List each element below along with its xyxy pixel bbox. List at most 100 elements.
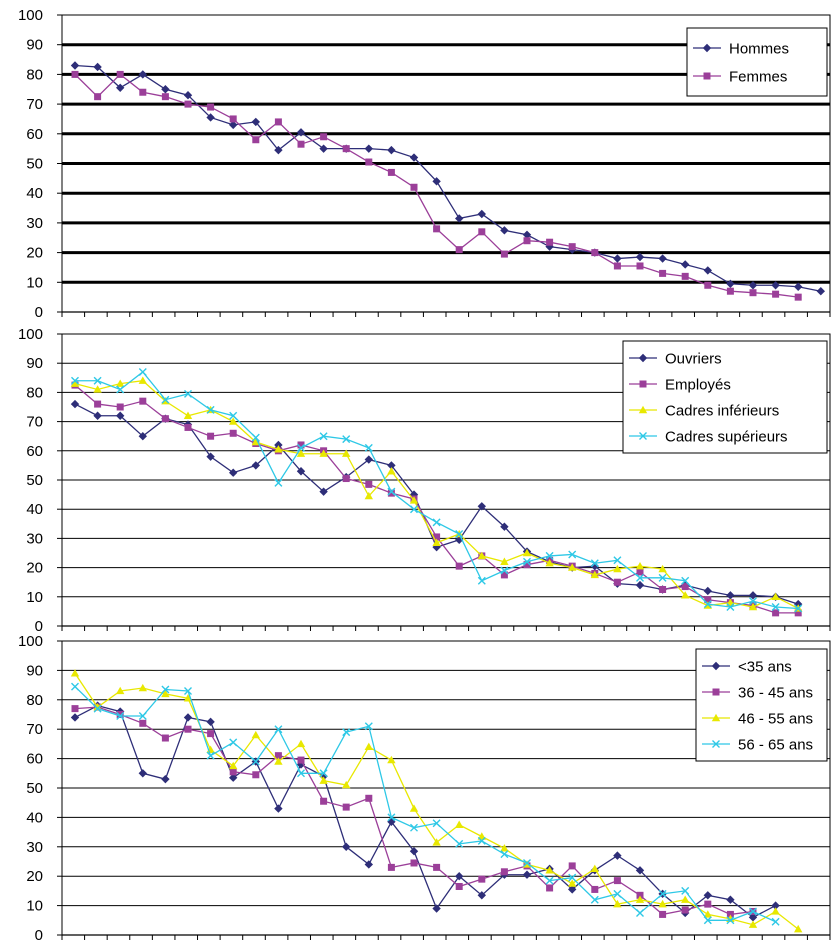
- data-point: [726, 591, 735, 600]
- data-point: [523, 561, 531, 569]
- y-tick-label: 0: [35, 618, 43, 635]
- data-point: [568, 879, 577, 887]
- data-point: [342, 449, 351, 457]
- data-point: [500, 226, 509, 235]
- data-point: [658, 564, 667, 573]
- data-point: [613, 889, 622, 898]
- data-point: [568, 243, 576, 251]
- data-point: [319, 769, 328, 778]
- data-point: [161, 415, 169, 423]
- data-point: [364, 144, 373, 153]
- data-point: [251, 433, 260, 442]
- data-point: [297, 756, 305, 764]
- data-point: [500, 571, 508, 579]
- series-4: [71, 367, 803, 613]
- legend-label: Ouvriers: [665, 351, 722, 368]
- data-point: [432, 904, 441, 913]
- data-point: [365, 480, 373, 488]
- data-point: [726, 910, 734, 918]
- data-point: [364, 443, 373, 452]
- legend-box: [622, 340, 828, 454]
- data-point: [320, 797, 328, 805]
- data-point: [771, 281, 780, 290]
- data-point: [274, 757, 283, 765]
- data-point: [500, 557, 509, 565]
- data-point: [659, 910, 667, 918]
- series-line: [74, 672, 799, 930]
- data-point: [206, 751, 215, 760]
- y-tick-label: 70: [26, 721, 43, 738]
- data-point: [545, 866, 554, 874]
- data-point: [635, 895, 645, 903]
- data-point: [749, 597, 757, 606]
- legend-label: Cadres supérieurs: [665, 429, 788, 446]
- data-point: [387, 467, 396, 475]
- data-point: [703, 586, 712, 596]
- data-point: [704, 281, 712, 289]
- data-point: [161, 689, 170, 698]
- data-point: [748, 281, 758, 290]
- data-point: [319, 144, 328, 153]
- data-point: [364, 491, 373, 500]
- data-point: [635, 580, 645, 590]
- data-point: [70, 379, 80, 387]
- data-point: [229, 411, 238, 420]
- data-point: [161, 685, 170, 694]
- data-point: [296, 128, 306, 137]
- data-point: [772, 609, 780, 617]
- data-point: [636, 262, 644, 270]
- data-point: [681, 583, 689, 591]
- data-point: [704, 596, 712, 604]
- data-point: [568, 563, 577, 571]
- data-point: [274, 478, 283, 487]
- data-point: [477, 836, 486, 845]
- data-point: [71, 70, 79, 78]
- data-point: [364, 742, 373, 751]
- data-point: [251, 730, 260, 739]
- data-point: [70, 669, 80, 677]
- data-point: [794, 282, 803, 291]
- data-point: [116, 83, 125, 92]
- data-point: [432, 819, 441, 828]
- data-point: [387, 813, 396, 822]
- y-tick-label: 0: [35, 304, 43, 321]
- panel-age-chart: 0 10 20 30 40 50 60 70 80 90 100 <35 ans 36 - 45 ans…: [18, 633, 831, 940]
- data-point: [681, 576, 690, 585]
- data-point: [342, 780, 351, 789]
- data-point: [794, 609, 802, 617]
- data-point: [409, 153, 419, 162]
- data-point: [139, 397, 147, 405]
- panel-occupation-chart: 0 10 20 30 40 50 60 70 80 90 100 Ouvriers Employés Ca…: [18, 326, 831, 635]
- data-point: [635, 252, 645, 262]
- data-point: [500, 868, 508, 876]
- data-point: [387, 817, 396, 827]
- data-point: [546, 884, 554, 892]
- data-point: [568, 862, 576, 870]
- data-point: [161, 93, 169, 101]
- data-point: [342, 475, 350, 483]
- data-point: [297, 443, 305, 452]
- data-point: [613, 851, 622, 860]
- data-point: [591, 249, 599, 257]
- data-point: [207, 432, 215, 440]
- data-point: [432, 538, 441, 546]
- data-point: [636, 891, 644, 899]
- legend-label: 46 - 55 ans: [738, 711, 813, 728]
- data-point: [771, 901, 780, 910]
- data-point: [365, 158, 373, 166]
- legend-marker: [703, 72, 711, 80]
- series-3: [70, 669, 803, 933]
- data-point: [613, 254, 622, 263]
- data-point: [94, 93, 102, 101]
- data-point: [658, 889, 667, 898]
- data-point: [274, 440, 283, 450]
- data-point: [455, 820, 464, 828]
- data-point: [207, 103, 215, 111]
- data-point: [794, 924, 803, 933]
- data-point: [139, 88, 147, 96]
- data-point: [455, 839, 464, 848]
- data-point: [568, 885, 577, 894]
- data-point: [274, 804, 283, 813]
- data-point: [748, 920, 758, 928]
